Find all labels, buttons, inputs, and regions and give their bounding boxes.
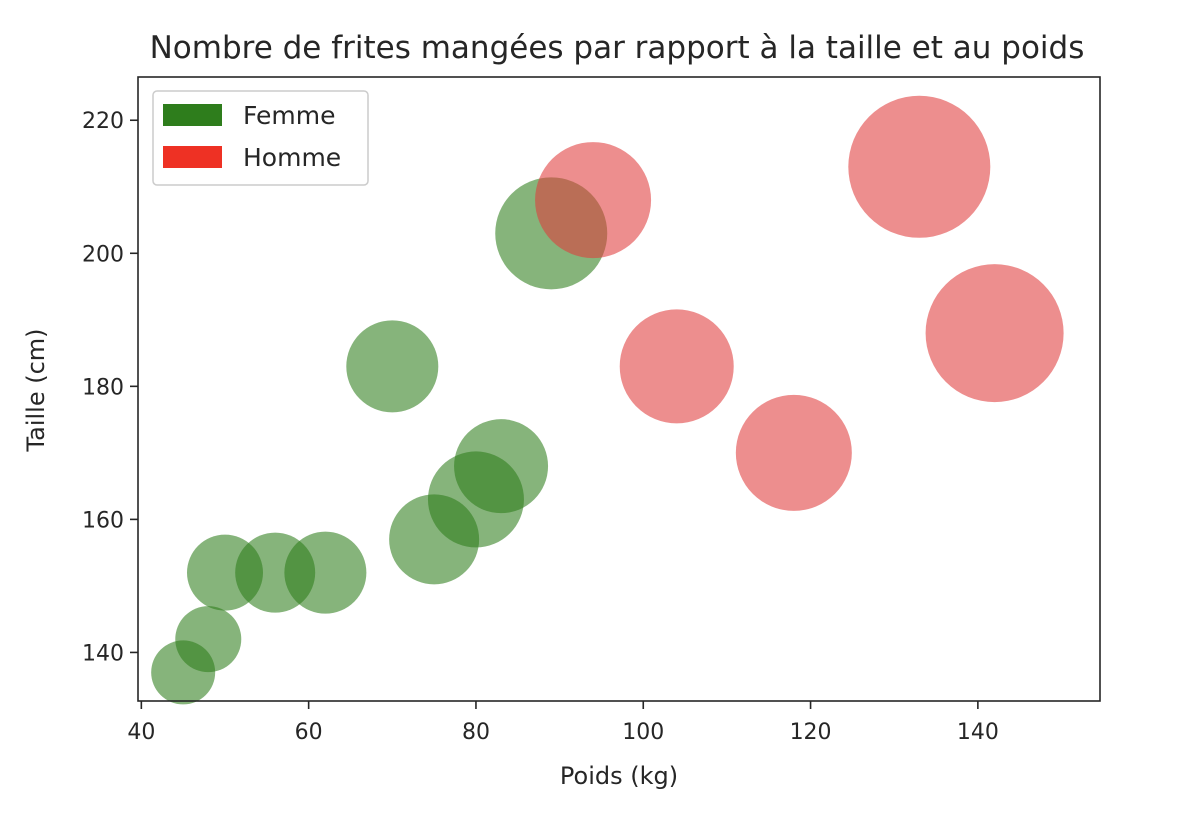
- plot-frame: [137, 76, 1101, 702]
- x-axis-label: Poids (kg): [560, 762, 678, 790]
- y-axis-label: Taille (cm): [22, 328, 50, 452]
- legend-label-1: Homme: [243, 143, 341, 172]
- x-axis: 40 60 80 100 120 140: [127, 701, 999, 745]
- y-tick-label: 200: [82, 242, 124, 267]
- y-tick-label: 180: [82, 375, 124, 400]
- y-tick-label: 140: [82, 641, 124, 666]
- legend-label-0: Femme: [243, 101, 335, 130]
- legend: Femme Homme: [152, 90, 369, 186]
- point-1-1: [619, 309, 734, 424]
- point-0-1: [175, 606, 242, 673]
- x-tick-label: 100: [622, 720, 664, 745]
- point-0-4: [284, 531, 367, 614]
- y-tick-label: 220: [82, 109, 124, 134]
- point-1-3: [848, 95, 991, 238]
- legend-swatch-0: [163, 104, 222, 126]
- plot-area: [151, 95, 1064, 705]
- y-tick-label: 160: [82, 508, 124, 533]
- x-tick-label: 60: [295, 720, 323, 745]
- x-tick-label: 140: [957, 720, 999, 745]
- legend-swatch-1: [163, 146, 222, 168]
- x-tick-label: 40: [127, 720, 155, 745]
- point-1-4: [925, 264, 1064, 403]
- point-1-0: [535, 142, 652, 259]
- x-tick-label: 80: [462, 720, 490, 745]
- point-0-8: [454, 419, 549, 514]
- point-0-5: [346, 320, 439, 413]
- point-1-2: [735, 394, 852, 511]
- x-tick-label: 120: [790, 720, 832, 745]
- chart-title: Nombre de frites mangées par rapport à l…: [150, 30, 1085, 66]
- y-axis: 140 160 180 200 220: [82, 109, 138, 666]
